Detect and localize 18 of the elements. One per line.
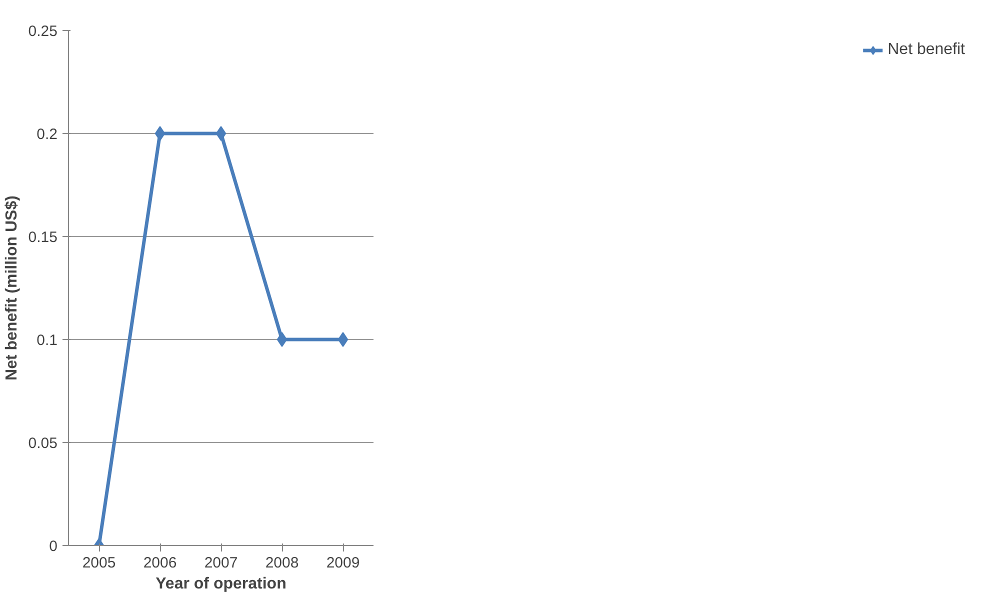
legend-label: Net benefit: [888, 41, 965, 59]
x-tick-label: 2008: [265, 554, 299, 572]
x-tick-label: 2005: [82, 554, 116, 572]
y-tick-label: 0.2: [36, 126, 58, 143]
y-tick-label: 0.25: [28, 23, 58, 40]
y-tick-label: 0.1: [36, 332, 58, 349]
y-tick-label: 0.15: [28, 229, 58, 246]
y-tick-label: 0: [49, 538, 58, 555]
x-axis-title: Year of operation: [156, 576, 286, 592]
x-tick-label: 2009: [326, 554, 360, 572]
point: [154, 126, 166, 141]
x-tick-label: 2006: [143, 554, 177, 572]
point: [216, 126, 226, 141]
y-tick-label: 0.05: [28, 435, 58, 452]
point: [338, 332, 348, 347]
y-axis-title: Net benefit (million US$): [3, 196, 20, 380]
x-tick-label: 2007: [204, 554, 238, 572]
point: [276, 332, 288, 347]
